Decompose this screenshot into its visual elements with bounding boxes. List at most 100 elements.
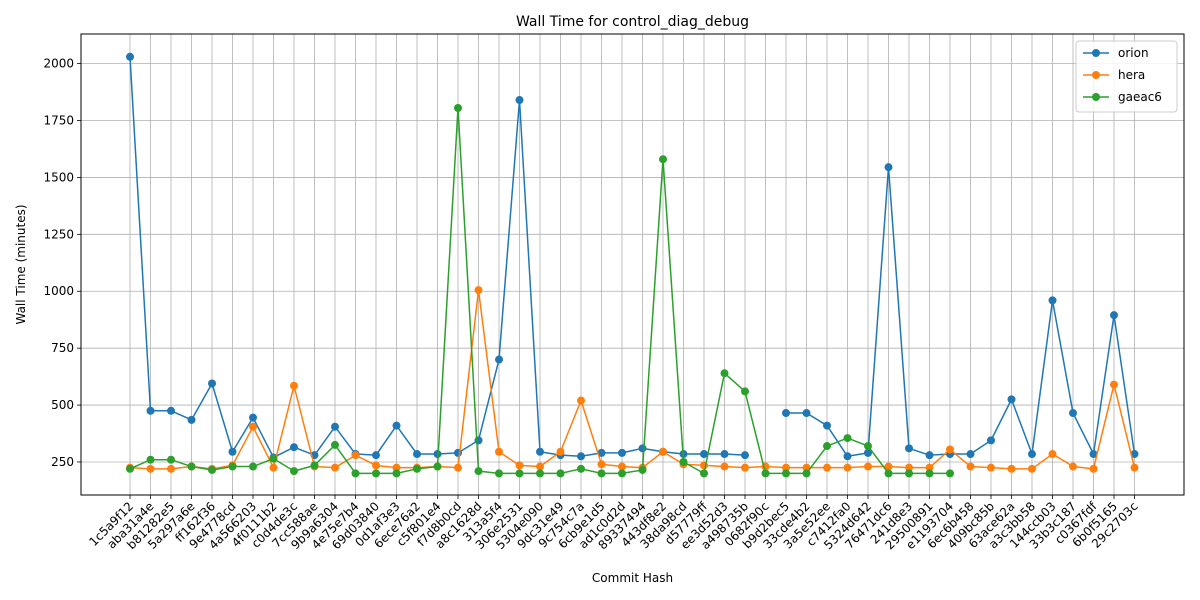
data-point-orion (884, 163, 893, 172)
data-point-hera (823, 463, 831, 472)
data-point-gaeac6 (802, 469, 811, 478)
data-point-gaeac6 (351, 469, 360, 478)
data-point-orion (1069, 409, 1077, 418)
data-point-gaeac6 (618, 469, 626, 478)
data-point-orion (1110, 311, 1118, 320)
y-tick-label: 1500 (43, 170, 74, 184)
data-point-gaeac6 (843, 434, 852, 443)
data-point-gaeac6 (249, 462, 257, 471)
data-point-gaeac6 (946, 469, 954, 478)
data-point-gaeac6 (761, 469, 770, 478)
y-tick-label: 500 (51, 398, 74, 412)
data-point-hera (1130, 463, 1139, 472)
data-point-gaeac6 (392, 469, 401, 478)
data-point-orion (966, 450, 975, 459)
data-point-hera (782, 463, 790, 472)
y-tick-label: 250 (51, 455, 74, 469)
data-point-orion (454, 448, 462, 457)
data-point-hera (741, 463, 749, 472)
data-point-gaeac6 (536, 469, 544, 478)
data-point-orion (126, 52, 134, 61)
data-point-orion (720, 450, 729, 459)
y-tick-label: 2000 (43, 57, 74, 71)
data-point-orion (167, 406, 175, 415)
data-point-hera (843, 463, 852, 472)
data-point-gaeac6 (720, 369, 729, 378)
data-point-gaeac6 (290, 467, 298, 476)
data-point-orion (331, 422, 339, 431)
data-point-hera (290, 381, 298, 390)
plot-frame (80, 33, 1185, 496)
data-point-hera (536, 462, 544, 471)
data-point-gaeac6 (884, 469, 893, 478)
data-point-hera (515, 461, 524, 470)
data-point-gaeac6 (700, 469, 708, 478)
data-point-gaeac6 (864, 442, 872, 451)
data-point-orion (392, 421, 401, 430)
data-point-orion (741, 451, 749, 460)
data-point-hera (351, 451, 360, 460)
series-hera (126, 286, 1139, 473)
data-point-gaeac6 (146, 455, 155, 464)
data-point-hera (249, 422, 257, 431)
data-point-hera (1069, 462, 1077, 471)
data-point-orion (372, 451, 380, 460)
data-point-hera (597, 460, 606, 469)
series-line-hera (129, 289, 1136, 470)
data-point-gaeac6 (556, 469, 565, 478)
data-point-orion (515, 96, 524, 105)
x-axis: 1c5a9f12aba31a4eb81282e55a297a6eff162f36… (86, 495, 1141, 552)
data-point-gaeac6 (228, 462, 237, 471)
data-point-orion (843, 452, 852, 461)
data-point-orion (1130, 450, 1139, 459)
legend-marker-orion (1092, 49, 1100, 57)
data-point-orion (577, 452, 585, 461)
data-point-hera (1110, 380, 1118, 389)
y-axis: 250 500 750 1000 1250 1500 1750 2000 (43, 57, 81, 469)
data-point-hera (1028, 464, 1036, 473)
data-point-hera (966, 462, 975, 471)
data-point-gaeac6 (823, 442, 831, 451)
data-point-hera (1048, 450, 1057, 459)
series-orion (126, 52, 1139, 462)
data-point-gaeac6 (187, 462, 196, 471)
y-tick-label: 1000 (43, 284, 74, 298)
data-point-orion (864, 448, 872, 457)
data-point-orion (987, 436, 995, 445)
x-axis-label: Commit Hash (592, 571, 673, 585)
grid (81, 34, 1184, 495)
data-point-gaeac6 (679, 457, 688, 466)
data-point-orion (597, 448, 606, 457)
data-point-hera (474, 286, 483, 295)
data-point-orion (208, 379, 216, 388)
legend-marker-hera (1092, 71, 1100, 79)
data-point-gaeac6 (741, 387, 749, 396)
data-point-orion (249, 413, 257, 422)
series-layer (126, 52, 1139, 478)
data-point-orion (1007, 395, 1016, 404)
data-point-orion (495, 355, 503, 364)
legend-label-gaeac6: gaeac6 (1118, 90, 1162, 104)
data-point-gaeac6 (372, 469, 380, 478)
data-point-gaeac6 (659, 155, 667, 164)
data-point-hera (556, 447, 565, 456)
data-point-orion (1028, 450, 1036, 459)
y-tick-label: 1250 (43, 227, 74, 241)
legend-box (1075, 40, 1178, 113)
data-point-hera (331, 463, 339, 472)
data-point-orion (618, 448, 626, 457)
data-point-gaeac6 (454, 103, 462, 112)
data-point-hera (495, 447, 503, 456)
data-point-hera (659, 447, 667, 456)
data-point-orion (802, 409, 811, 418)
data-point-hera (577, 396, 585, 405)
data-point-gaeac6 (597, 469, 606, 478)
series-gaeac6 (126, 103, 954, 478)
data-point-gaeac6 (269, 454, 278, 463)
data-point-hera (720, 462, 729, 471)
data-point-gaeac6 (413, 464, 421, 473)
data-point-orion (700, 450, 708, 459)
data-point-hera (864, 462, 872, 471)
legend-item-hera: hera (1083, 68, 1145, 82)
